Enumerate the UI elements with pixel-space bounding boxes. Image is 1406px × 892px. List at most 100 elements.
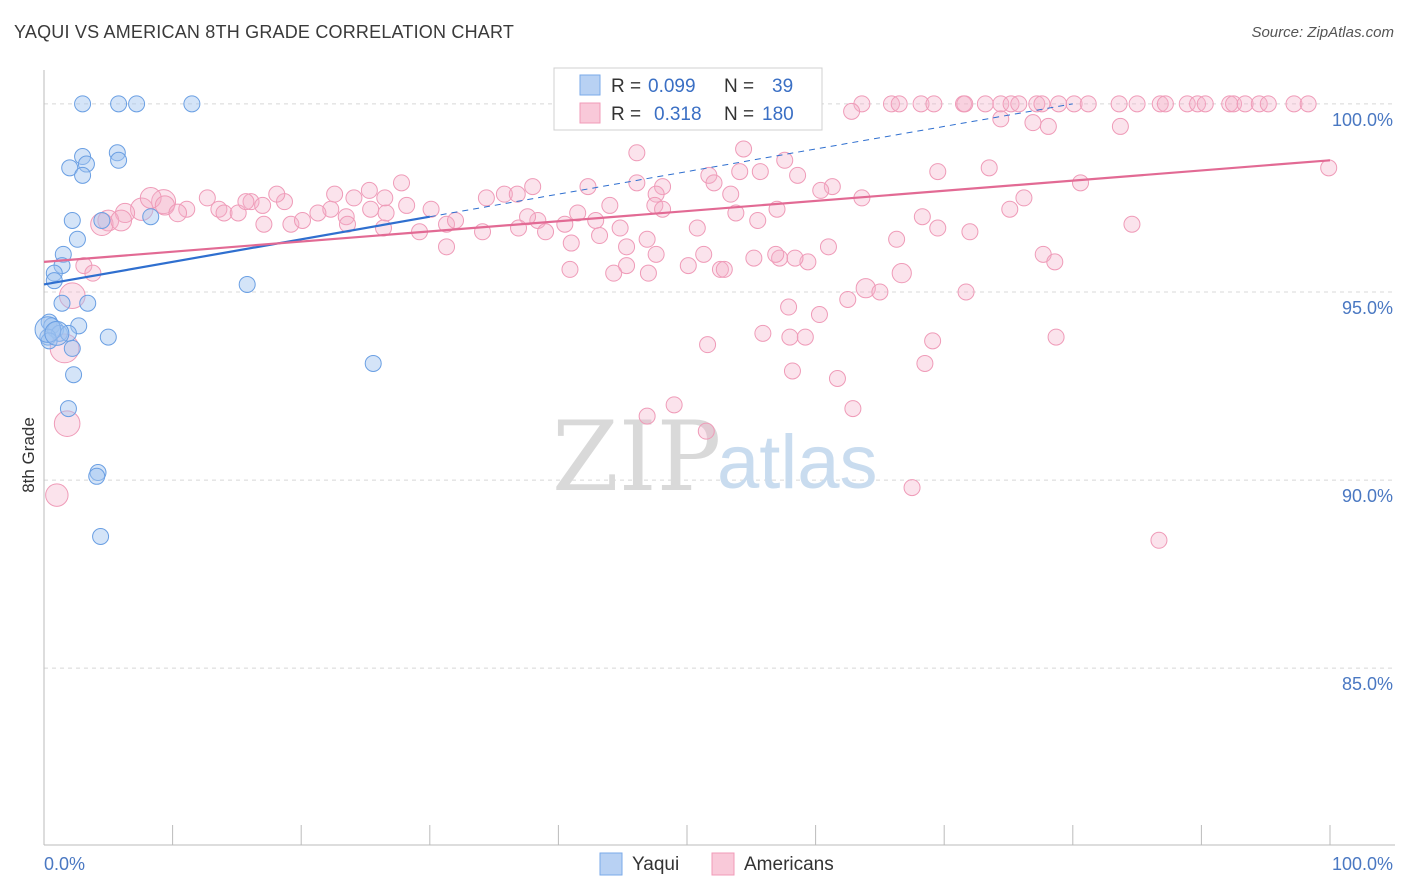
americans-point	[890, 95, 908, 113]
yaqui-points	[34, 95, 382, 546]
americans-point	[727, 204, 745, 222]
americans-point	[891, 263, 912, 284]
americans-point	[956, 95, 974, 113]
yaqui-point	[93, 211, 111, 229]
americans-point	[924, 332, 942, 350]
americans-point	[215, 204, 233, 222]
yaqui-point	[34, 316, 62, 343]
americans-point	[976, 95, 994, 113]
americans-point	[1178, 95, 1196, 113]
americans-point	[1010, 95, 1028, 113]
americans-point	[254, 196, 272, 214]
americans-point	[639, 264, 657, 282]
americans-point	[711, 260, 729, 278]
americans-point	[618, 238, 636, 256]
americans-point	[1015, 189, 1033, 207]
yaqui-point	[183, 95, 201, 113]
americans-point	[508, 185, 526, 203]
americans-point	[1001, 200, 1019, 218]
americans-point	[1221, 95, 1239, 113]
americans-point	[1150, 531, 1168, 549]
americans-point	[561, 260, 579, 278]
americans-points	[45, 95, 1338, 549]
americans-point	[745, 249, 763, 267]
y-tick-labels: 85.0% 90.0% 95.0% 100.0%	[1332, 110, 1393, 694]
americans-point	[579, 178, 597, 196]
americans-point	[992, 110, 1010, 128]
americans-point	[1079, 95, 1097, 113]
americans-point	[345, 189, 363, 207]
americans-point	[715, 260, 733, 278]
americans-trend-line	[43, 159, 1331, 263]
americans-point	[796, 328, 814, 346]
americans-point	[638, 230, 656, 248]
americans-point	[1151, 95, 1169, 113]
americans-point	[438, 238, 456, 256]
watermark-atlas: atlas	[717, 420, 878, 505]
americans-point	[699, 336, 717, 354]
legend-r-label: R =	[611, 104, 641, 125]
y-tick-label: 95.0%	[1342, 298, 1393, 318]
americans-point	[611, 219, 629, 237]
americans-point	[591, 227, 609, 245]
americans-point	[789, 166, 807, 184]
americans-point	[628, 144, 646, 162]
americans-point	[844, 400, 862, 418]
americans-point	[638, 407, 656, 425]
americans-point	[1250, 95, 1268, 113]
americans-point	[871, 283, 889, 301]
americans-point	[376, 189, 394, 207]
americans-point	[697, 422, 715, 440]
americans-point	[495, 185, 513, 203]
americans-point	[839, 290, 857, 308]
yaqui-legend-swatch	[599, 852, 623, 876]
americans-point	[1123, 215, 1141, 233]
legend-r-value: 0.099	[648, 76, 696, 97]
americans-point	[556, 215, 574, 233]
americans-point	[1236, 95, 1254, 113]
yaqui-trend-line	[43, 215, 430, 286]
americans-point	[799, 253, 817, 271]
americans-point	[1225, 95, 1243, 113]
americans-point	[819, 238, 837, 256]
americans-point	[151, 189, 177, 215]
americans-point	[665, 396, 683, 414]
americans-point	[1024, 114, 1042, 132]
yaqui-point	[74, 166, 92, 184]
americans-point	[1299, 95, 1317, 113]
yaqui-point	[44, 320, 70, 346]
americans-point	[1111, 117, 1129, 135]
yaqui-point	[364, 354, 382, 372]
americans-point	[628, 174, 646, 192]
axes	[43, 70, 1395, 846]
americans-point	[786, 249, 804, 267]
americans-point	[810, 306, 828, 324]
americans-point	[1285, 95, 1303, 113]
americans-point	[393, 174, 411, 192]
y-tick-label: 85.0%	[1342, 674, 1393, 694]
americans-point	[776, 151, 794, 169]
americans-point	[1050, 95, 1068, 113]
yaqui-point	[92, 528, 110, 546]
americans-point	[731, 163, 749, 181]
americans-point	[168, 203, 188, 223]
americans-point	[477, 189, 495, 207]
americans-point	[1028, 95, 1046, 113]
americans-point	[688, 219, 706, 237]
americans-point	[309, 204, 327, 222]
americans-point	[422, 200, 440, 218]
americans-point	[326, 185, 344, 203]
americans-point	[90, 212, 114, 236]
legend-n-value: 180	[762, 104, 794, 125]
americans-point	[1047, 328, 1065, 346]
americans-point	[1110, 95, 1128, 113]
legend-n-label: N =	[724, 76, 754, 97]
americans-point	[1156, 95, 1174, 113]
americans-point	[767, 245, 785, 263]
americans-point	[293, 211, 311, 229]
americans-point	[84, 264, 102, 282]
americans-point	[198, 189, 216, 207]
americans-point	[360, 181, 378, 199]
americans-point	[925, 95, 943, 113]
